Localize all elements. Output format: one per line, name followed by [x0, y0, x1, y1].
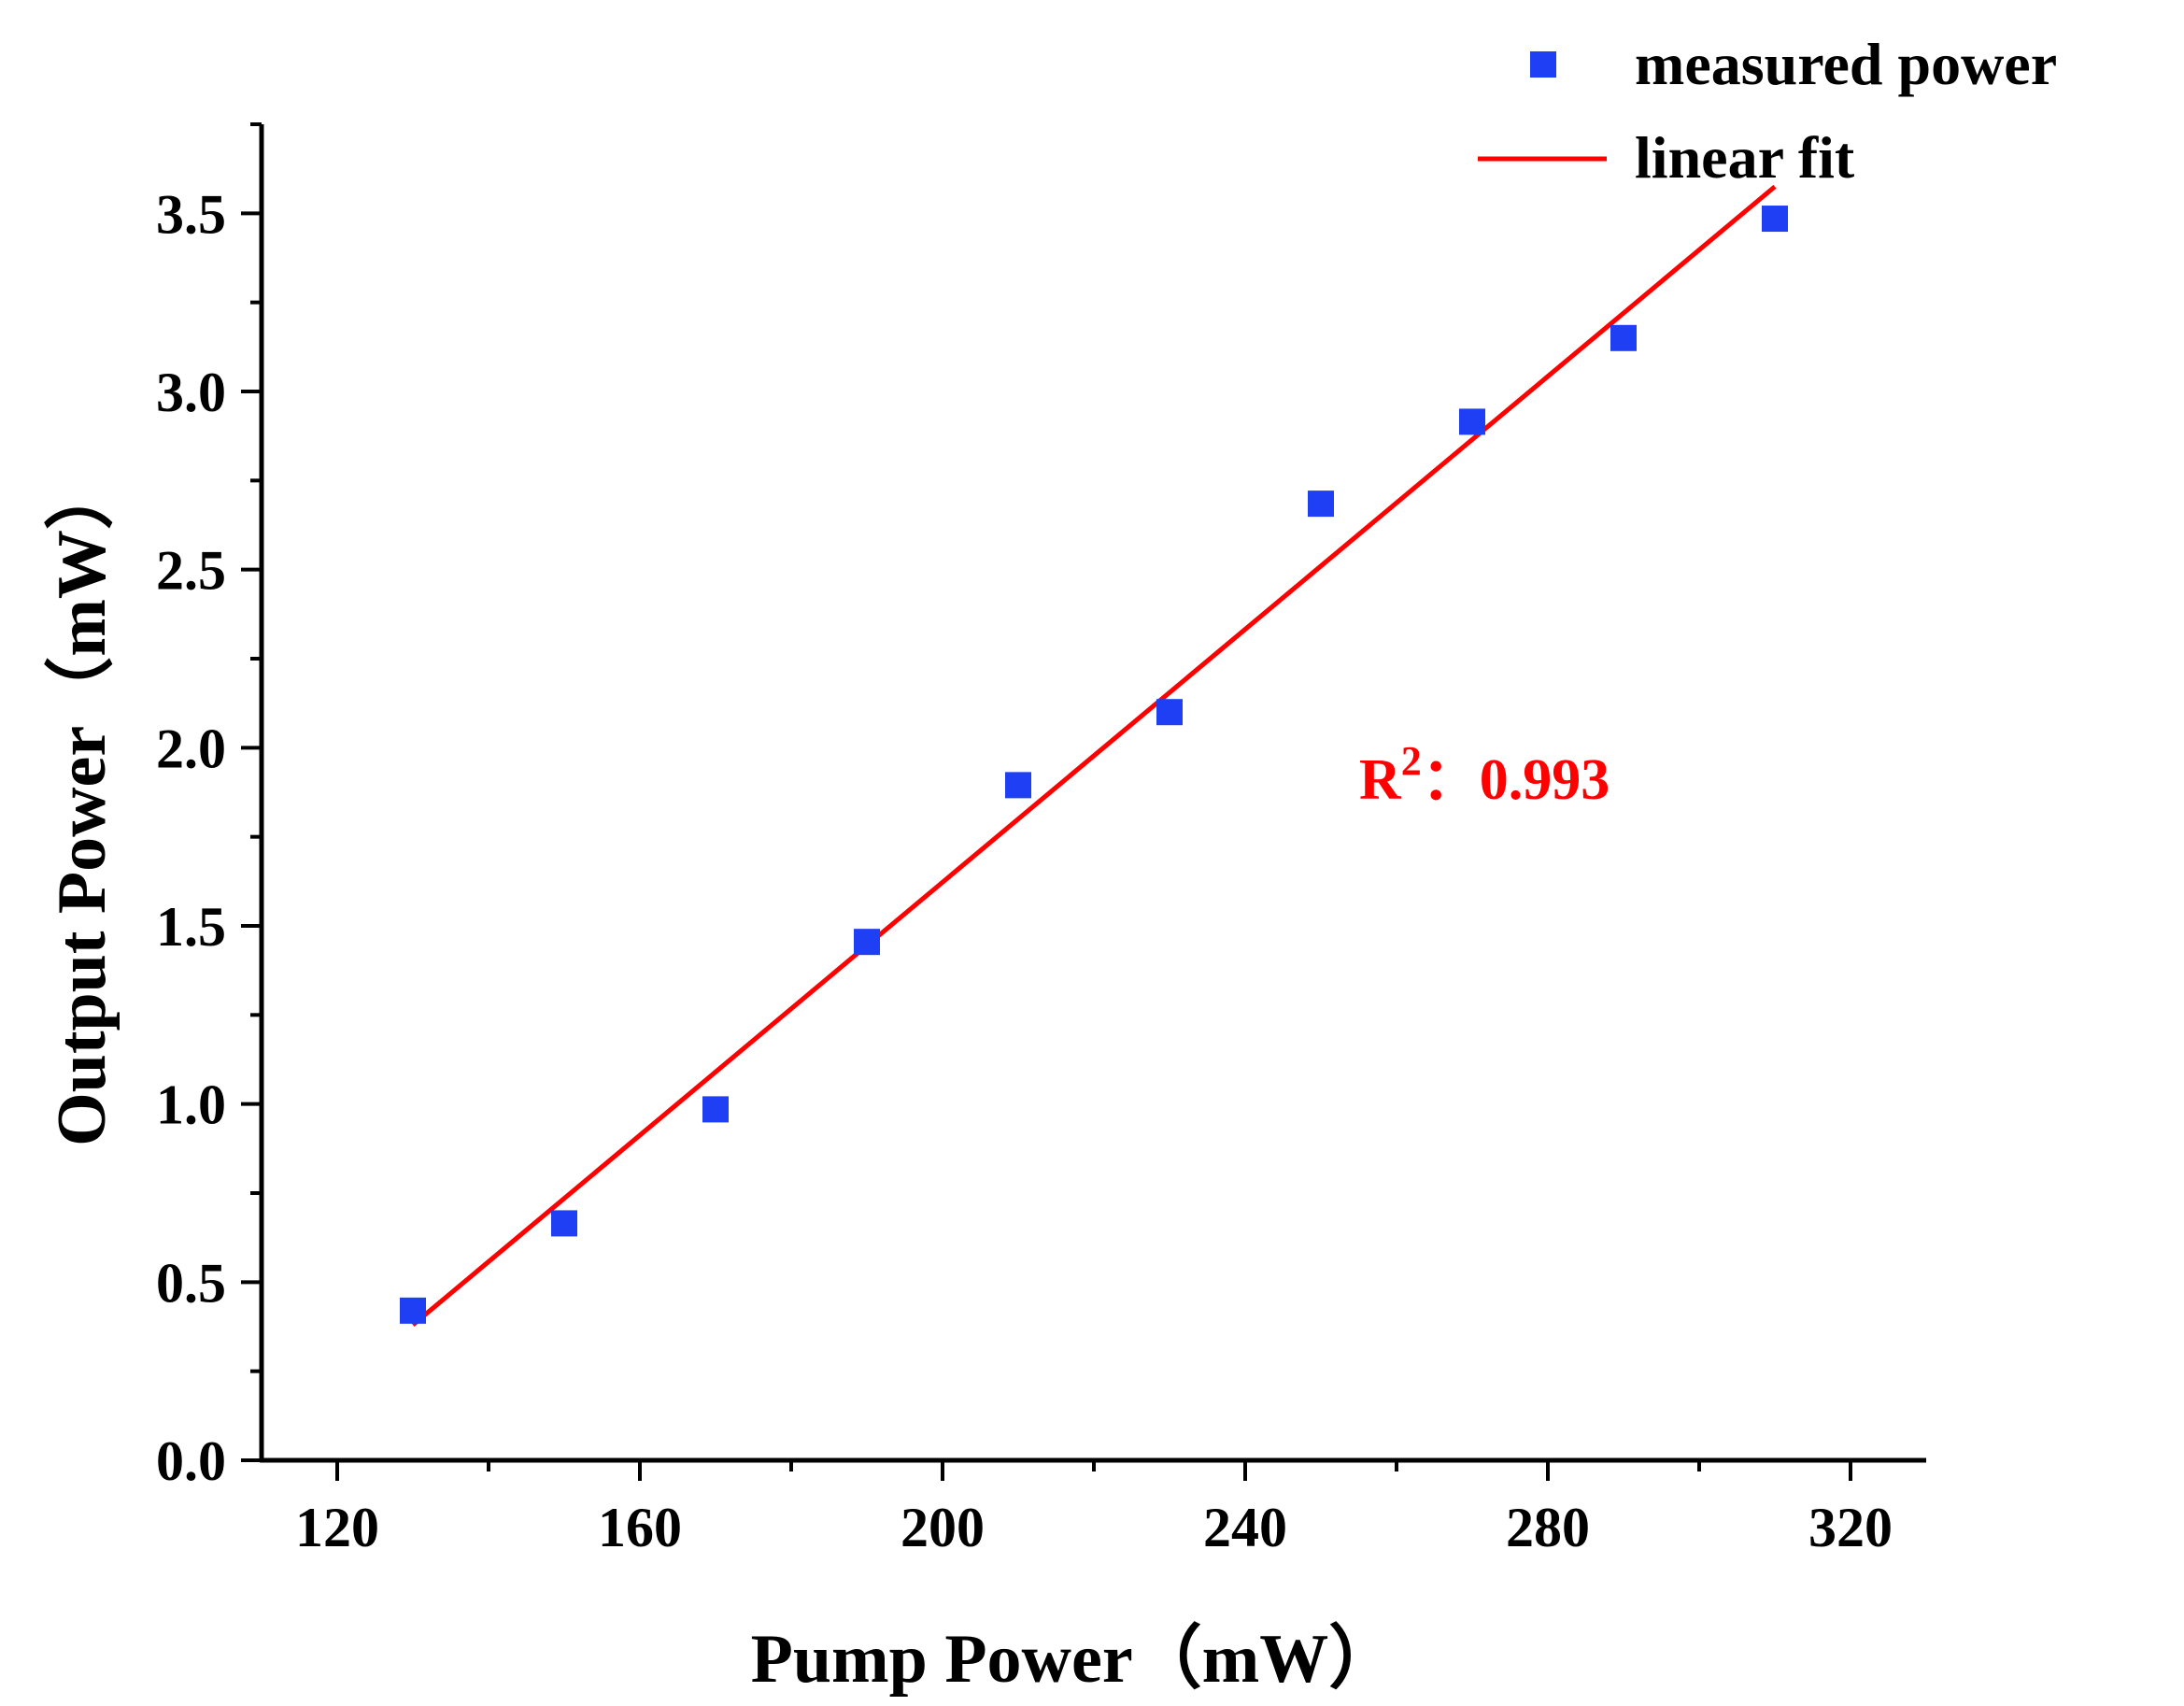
data-point: [400, 1297, 426, 1324]
r-squared-separator: ：: [1422, 748, 1480, 812]
x-tick-label: 200: [901, 1497, 985, 1558]
x-tick-label: 320: [1808, 1497, 1893, 1558]
data-point: [702, 1096, 729, 1123]
y-axis-title: Output Power（mW）: [44, 461, 121, 1146]
legend-label-fit: linear fit: [1635, 124, 1855, 191]
data-point: [551, 1210, 577, 1237]
y-tick-label: 1.0: [156, 1074, 226, 1136]
x-axis-ticks: 120 160 200 240 280 320: [295, 1460, 1893, 1558]
y-tick-label: 3.0: [156, 362, 226, 423]
y-tick-label: 0.0: [156, 1430, 226, 1492]
legend-label-measured: measured power: [1635, 31, 2057, 97]
x-tick-label: 280: [1506, 1497, 1590, 1558]
r-squared-superscript: 2: [1401, 738, 1422, 784]
r-squared-annotation: R2：0.993: [1359, 738, 1610, 812]
x-tick-label: 120: [295, 1497, 379, 1558]
data-point: [1005, 772, 1031, 799]
data-point: [1762, 206, 1788, 233]
y-tick-label: 1.5: [156, 896, 226, 958]
axes: [259, 124, 1926, 1463]
y-tick-label: 2.0: [156, 718, 226, 779]
x-tick-label: 240: [1203, 1497, 1287, 1558]
data-point: [854, 929, 880, 956]
r-squared-label: R: [1359, 748, 1402, 812]
data-point: [1459, 408, 1485, 435]
x-axis-title: Pump Power（mW）: [751, 1621, 1398, 1698]
r-squared-value: 0.993: [1480, 748, 1610, 812]
x-tick-label: 160: [598, 1497, 682, 1558]
y-axis-ticks: 0.0 0.5 1.0 1.5 2.0 2.5 3.0 3.5: [156, 122, 262, 1492]
legend: measured power linear fit: [1478, 31, 2057, 191]
y-tick-label: 2.5: [156, 540, 226, 602]
legend-marker-measured: [1530, 51, 1556, 78]
data-points-layer: [400, 206, 1788, 1324]
linear-fit-line: [411, 184, 1777, 1328]
data-point: [1156, 699, 1183, 726]
fit-line-layer: [411, 184, 1777, 1328]
data-point: [1308, 490, 1334, 518]
data-point: [1610, 324, 1637, 351]
y-tick-label: 0.5: [156, 1252, 226, 1314]
y-tick-label: 3.5: [156, 183, 226, 245]
